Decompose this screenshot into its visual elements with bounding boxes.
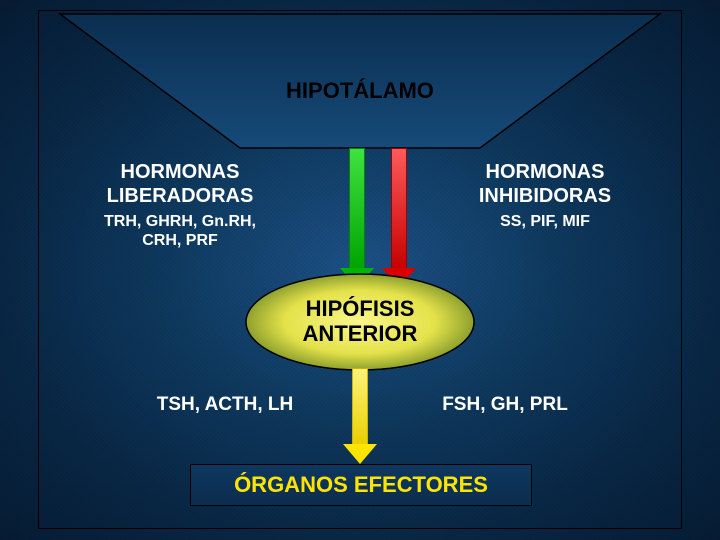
yellow-arrow	[343, 368, 377, 464]
right-group-line2: INHIBIDORAS	[430, 184, 660, 208]
left-group-label: HORMONAS LIBERADORAS TRH, GHRH, Gn.RH, C…	[70, 160, 290, 250]
red-arrow-shaft	[391, 148, 407, 270]
out-right-label: FSH, GH, PRL	[400, 394, 610, 417]
right-group-label: HORMONAS INHIBIDORAS SS, PIF, MIF	[430, 160, 660, 231]
pituitary-label: HIPÓFISIS ANTERIOR	[244, 296, 476, 347]
right-group-line1: HORMONAS	[430, 160, 660, 184]
out-left-text: TSH, ACTH, LH	[157, 394, 294, 415]
hypothalamus-text: HIPOTÁLAMO	[286, 78, 434, 103]
yellow-arrow-shaft	[352, 368, 368, 446]
green-arrow-shaft	[349, 148, 365, 270]
pituitary-line2: ANTERIOR	[244, 321, 476, 346]
left-group-line2: LIBERADORAS	[70, 184, 290, 208]
pituitary-line1: HIPÓFISIS	[244, 296, 476, 321]
left-group-sub1: TRH, GHRH, Gn.RH,	[70, 212, 290, 231]
effector-shape: ÓRGANOS EFECTORES	[190, 464, 532, 506]
red-arrow	[382, 148, 416, 288]
right-group-sub1: SS, PIF, MIF	[430, 212, 660, 231]
slide-background: HIPOTÁLAMO HORMONAS LIBERADORAS TRH, GHR…	[0, 0, 720, 540]
hypothalamus-label: HIPOTÁLAMO	[0, 78, 720, 104]
out-left-label: TSH, ACTH, LH	[120, 394, 330, 417]
effector-label: ÓRGANOS EFECTORES	[234, 472, 488, 498]
left-group-line1: HORMONAS	[70, 160, 290, 184]
out-right-text: FSH, GH, PRL	[442, 394, 568, 415]
left-group-sub2: CRH, PRF	[70, 231, 290, 250]
yellow-arrow-head	[343, 444, 377, 464]
green-arrow	[340, 148, 374, 288]
